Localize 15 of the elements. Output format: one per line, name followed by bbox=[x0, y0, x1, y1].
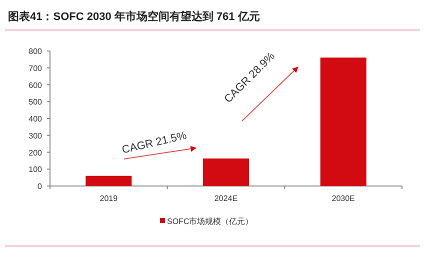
y-tick-label: 600 bbox=[28, 80, 43, 90]
y-tick-label: 0 bbox=[38, 182, 43, 191]
y-tick-label: 800 bbox=[28, 47, 43, 56]
x-tick-label: 2030E bbox=[332, 194, 355, 203]
x-tick-label: 2019 bbox=[100, 194, 118, 203]
y-tick-label: 300 bbox=[28, 131, 43, 140]
y-tick-label: 100 bbox=[28, 165, 43, 174]
y-tick-label: 200 bbox=[28, 148, 43, 158]
chart-title: 图表41：SOFC 2030 年市场空间有望达到 761 亿元 bbox=[8, 10, 260, 23]
y-tick-label: 700 bbox=[28, 64, 43, 73]
annotation: CAGR 21.5% bbox=[120, 130, 188, 156]
legend: SOFC市场规模（亿元） bbox=[160, 217, 254, 226]
y-tick-label: 500 bbox=[28, 98, 43, 107]
y-tick-label: 400 bbox=[28, 114, 43, 124]
x-tick-label: 2024E bbox=[214, 194, 238, 203]
